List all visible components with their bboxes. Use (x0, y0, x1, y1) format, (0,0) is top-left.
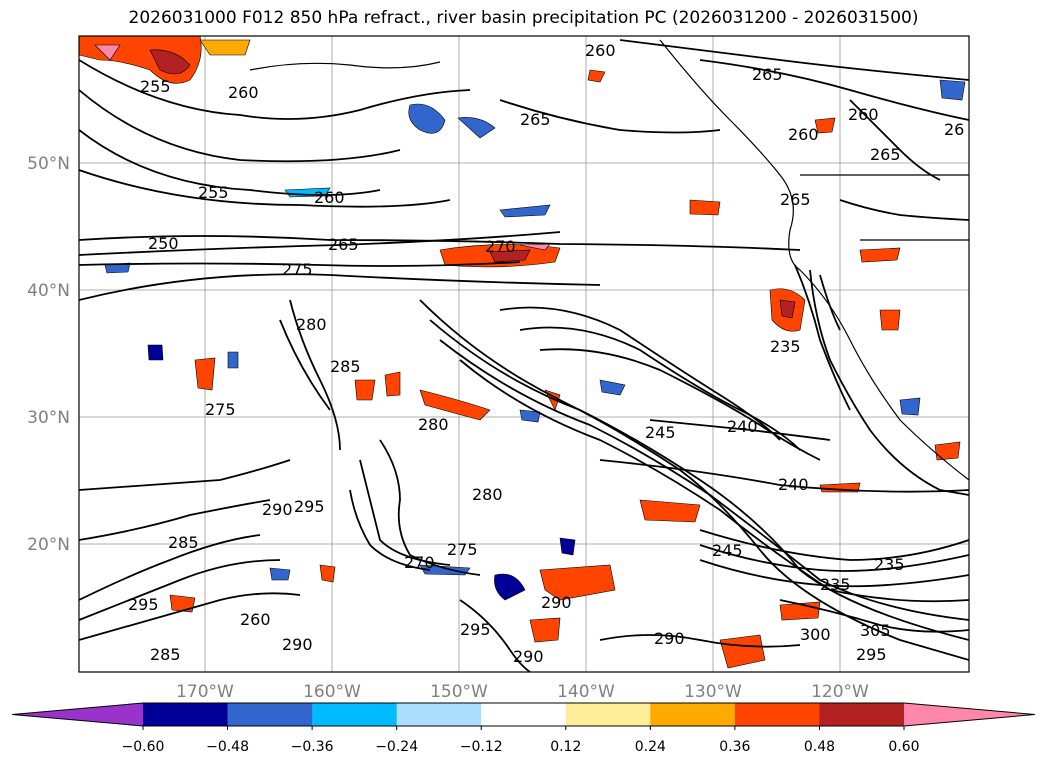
contour-label: 295 (856, 645, 887, 664)
contour-label: 290 (541, 593, 572, 612)
contour-label: 275 (205, 400, 236, 419)
lat-label: 20°N (27, 535, 70, 555)
contour-label: 290 (654, 629, 685, 648)
contour-label: 235 (820, 575, 851, 594)
contour-label: 255 (198, 183, 229, 202)
contour-label: 260 (228, 83, 259, 102)
contour-label: 245 (712, 541, 743, 560)
contour-label: 280 (296, 315, 327, 334)
contour-label: 260 (848, 105, 879, 124)
colorbar-tick-label: −0.36 (291, 739, 334, 755)
contour-label: 290 (282, 635, 313, 654)
colorbar-segment (227, 703, 313, 726)
contour-label: 260 (314, 188, 345, 207)
lat-label: 30°N (27, 408, 70, 428)
refractivity-contours (79, 39, 969, 672)
lon-label: 170°W (176, 682, 234, 702)
contour-label: 280 (472, 485, 503, 504)
colorbar-tick-label: −0.48 (206, 739, 249, 755)
colorbar-segment (312, 703, 398, 726)
colorbar-segment (904, 703, 1035, 726)
colorbar-segment (481, 703, 567, 726)
lat-label: 50°N (27, 154, 70, 174)
latitude-labels: 50°N 40°N 30°N 20°N (27, 154, 70, 555)
colorbar-tick-label: 0.24 (635, 739, 666, 755)
contour-label: 280 (418, 415, 449, 434)
contour-label: 290 (262, 500, 293, 519)
lon-label: 130°W (684, 682, 742, 702)
map-panel: 255 260 265 260 265 260 265 260 26 255 2… (79, 36, 969, 672)
longitude-labels: 170°W 160°W 150°W 140°W 130°W 120°W (176, 682, 869, 702)
contour-label: 275 (282, 260, 313, 279)
colorbar-segment (565, 703, 651, 726)
contour-labels: 255 260 265 260 265 260 265 260 26 255 2… (128, 41, 964, 666)
contour-label: 295 (128, 595, 159, 614)
map-title: 2026031000 F012 850 hPa refract., river … (128, 8, 919, 28)
colorbar-segment (143, 703, 229, 726)
colorbar: −0.60 −0.48 −0.36 −0.24 −0.12 0.12 0.24 0.36 0.4… (11, 702, 1036, 755)
lon-label: 140°W (557, 682, 615, 702)
contour-label: 26 (944, 120, 964, 139)
lon-label: 120°W (811, 682, 869, 702)
colorbar-segment (734, 703, 820, 726)
coastlines (249, 39, 969, 481)
contour-label: 270 (485, 237, 516, 256)
contour-label: 240 (727, 417, 758, 436)
lat-label: 40°N (27, 281, 70, 301)
contour-label: 240 (778, 475, 809, 494)
contour-label: 285 (168, 533, 199, 552)
colorbar-tick-label: −0.12 (460, 739, 503, 755)
contour-label: 300 (800, 625, 831, 644)
colorbar-segment (396, 703, 482, 726)
colorbar-segment (12, 703, 143, 726)
contour-label: 250 (148, 234, 179, 253)
contour-label: 290 (513, 647, 544, 666)
contour-label: 270 (404, 553, 435, 572)
colorbar-tick-label: 0.48 (804, 739, 835, 755)
precipitation-shading (79, 36, 966, 669)
contour-label: 265 (520, 110, 551, 129)
contour-label: 265 (328, 235, 359, 254)
contour-label: 265 (752, 65, 783, 84)
contour-label: 285 (150, 645, 181, 664)
contour-label: 245 (645, 423, 676, 442)
contour-label: 235 (874, 555, 905, 574)
lon-label: 160°W (303, 682, 361, 702)
colorbar-tick-label: −0.24 (375, 739, 418, 755)
map-frame (78, 35, 970, 673)
contour-label: 260 (788, 125, 819, 144)
contour-label: 260 (240, 610, 271, 629)
contour-label: 235 (770, 337, 801, 356)
contour-label: 265 (780, 190, 811, 209)
colorbar-tick-label: 0.12 (550, 739, 581, 755)
contour-label: 265 (870, 145, 901, 164)
lon-label: 150°W (430, 682, 488, 702)
colorbar-segment (819, 703, 905, 726)
contour-label: 285 (330, 357, 361, 376)
colorbar-tick-label: −0.60 (122, 739, 165, 755)
contour-label: 260 (585, 41, 616, 60)
contour-label: 255 (140, 77, 171, 96)
colorbar-tick-label: 0.36 (719, 739, 750, 755)
contour-label: 295 (460, 620, 491, 639)
contour-label: 275 (447, 540, 478, 559)
contour-label: 295 (294, 497, 325, 516)
colorbar-segment (650, 703, 736, 726)
contour-label: 305 (860, 621, 891, 640)
colorbar-tick-label: 0.60 (888, 739, 919, 755)
